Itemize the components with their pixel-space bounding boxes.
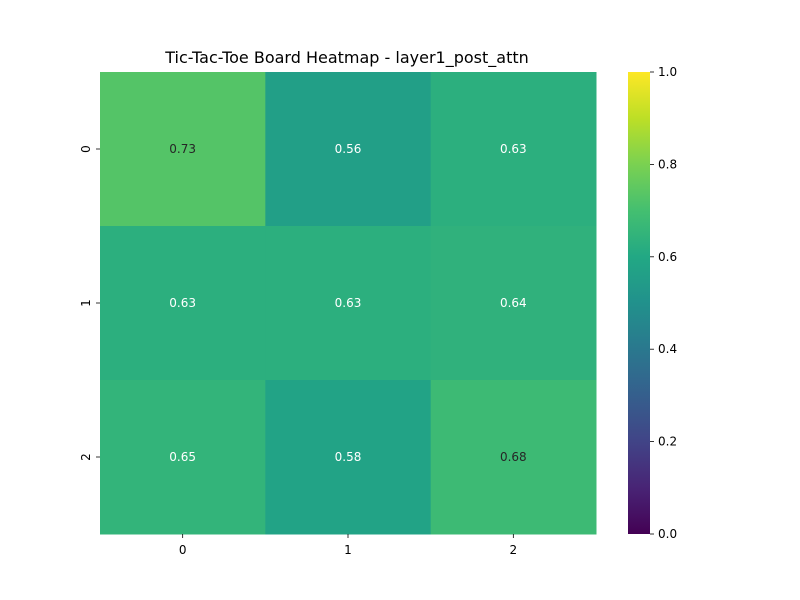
heatmap-cell-r2-c0	[100, 380, 266, 535]
colorbar-tick-label-1: 0.2	[658, 435, 677, 449]
heatmap-cell-r1-c0	[100, 226, 266, 381]
colorbar-gradient	[628, 72, 650, 534]
cell-value-label-r0-c1: 0.56	[335, 142, 362, 156]
heatmap-cell-r1-c2	[430, 226, 597, 381]
colorbar-tick-label-5: 1.0	[658, 65, 677, 79]
y-tick-label-0: 0	[79, 145, 93, 153]
heatmap-cells	[100, 72, 597, 535]
heatmap-cell-r0-c0	[100, 72, 266, 227]
cell-value-label-r2-c1: 0.58	[335, 450, 362, 464]
colorbar-tick-label-2: 0.4	[658, 342, 677, 356]
x-axis: 0 1 2	[179, 534, 517, 557]
cell-value-label-r1-c2: 0.64	[500, 296, 527, 310]
cell-value-label-r2-c0: 0.65	[169, 450, 196, 464]
heatmap-cell-r2-c2	[430, 380, 597, 535]
colorbar-tick-label-3: 0.6	[658, 250, 677, 264]
chart-title: Tic-Tac-Toe Board Heatmap - layer1_post_…	[164, 48, 529, 68]
cell-value-label-r1-c0: 0.63	[169, 296, 196, 310]
cell-value-label-r2-c2: 0.68	[500, 450, 527, 464]
y-axis: 0 1 2	[79, 145, 100, 461]
heatmap-cell-r0-c2	[430, 72, 597, 227]
heatmap-cell-labels: 0.73 0.56 0.63 0.63 0.63 0.64 0.65 0.58 0.68	[169, 142, 526, 464]
cell-value-label-r0-c0: 0.73	[169, 142, 196, 156]
heatmap-cell-r1-c1	[265, 226, 432, 381]
colorbar-tick-label-4: 0.8	[658, 157, 677, 171]
colorbar-tick-label-0: 0.0	[658, 527, 677, 541]
heatmap-cell-r2-c1	[265, 380, 432, 535]
x-tick-label-2: 2	[510, 543, 518, 557]
x-tick-label-0: 0	[179, 543, 187, 557]
x-tick-label-1: 1	[344, 543, 352, 557]
y-tick-label-1: 1	[79, 299, 93, 307]
y-tick-label-2: 2	[79, 453, 93, 461]
heatmap-cell-r0-c1	[265, 72, 432, 227]
cell-value-label-r0-c2: 0.63	[500, 142, 527, 156]
colorbar: 0.0 0.2 0.4 0.6 0.8 1.0	[628, 65, 677, 541]
cell-value-label-r1-c1: 0.63	[335, 296, 362, 310]
